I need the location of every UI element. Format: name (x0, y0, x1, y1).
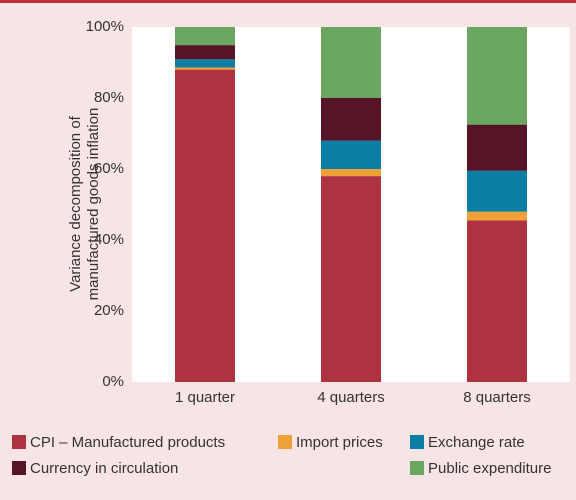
bar-segment (321, 27, 381, 98)
bar-segment (467, 124, 527, 171)
bar-segment (467, 170, 527, 212)
y-axis-label: manufactured goods inflation (85, 108, 102, 301)
bar-segment (321, 176, 381, 382)
bar-segment (467, 27, 527, 125)
top-rule (0, 0, 576, 3)
legend-swatch (278, 435, 292, 449)
bar-segment (175, 45, 235, 60)
bar-segment (467, 220, 527, 382)
y-tick-label: 40% (94, 231, 124, 248)
legend-label: Currency in circulation (30, 460, 178, 477)
bar-segment (175, 69, 235, 382)
x-tick-label: 1 quarter (175, 389, 235, 406)
legend-label: CPI – Manufactured products (30, 434, 225, 451)
bar-segment (321, 140, 381, 169)
legend-label: Import prices (296, 434, 383, 451)
y-tick-label: 0% (102, 373, 124, 390)
x-tick-label: 4 quarters (317, 389, 385, 406)
y-axis-label: Variance decomposition of (67, 115, 84, 291)
bar-segment (321, 98, 381, 141)
legend-label: Exchange rate (428, 434, 525, 451)
x-tick-label: 8 quarters (463, 389, 531, 406)
legend-label: Public expenditure (428, 460, 551, 477)
bar-segment (321, 169, 381, 177)
bar-segment (467, 211, 527, 221)
y-tick-label: 60% (94, 160, 124, 177)
bar-segment (175, 59, 235, 68)
y-tick-label: 100% (86, 18, 124, 35)
legend-swatch (12, 435, 26, 449)
y-tick-label: 20% (94, 302, 124, 319)
y-tick-label: 80% (94, 89, 124, 106)
legend-swatch (410, 435, 424, 449)
legend-swatch (12, 461, 26, 475)
legend-swatch (410, 461, 424, 475)
bar-segment (175, 67, 235, 70)
bar-segment (175, 27, 235, 46)
